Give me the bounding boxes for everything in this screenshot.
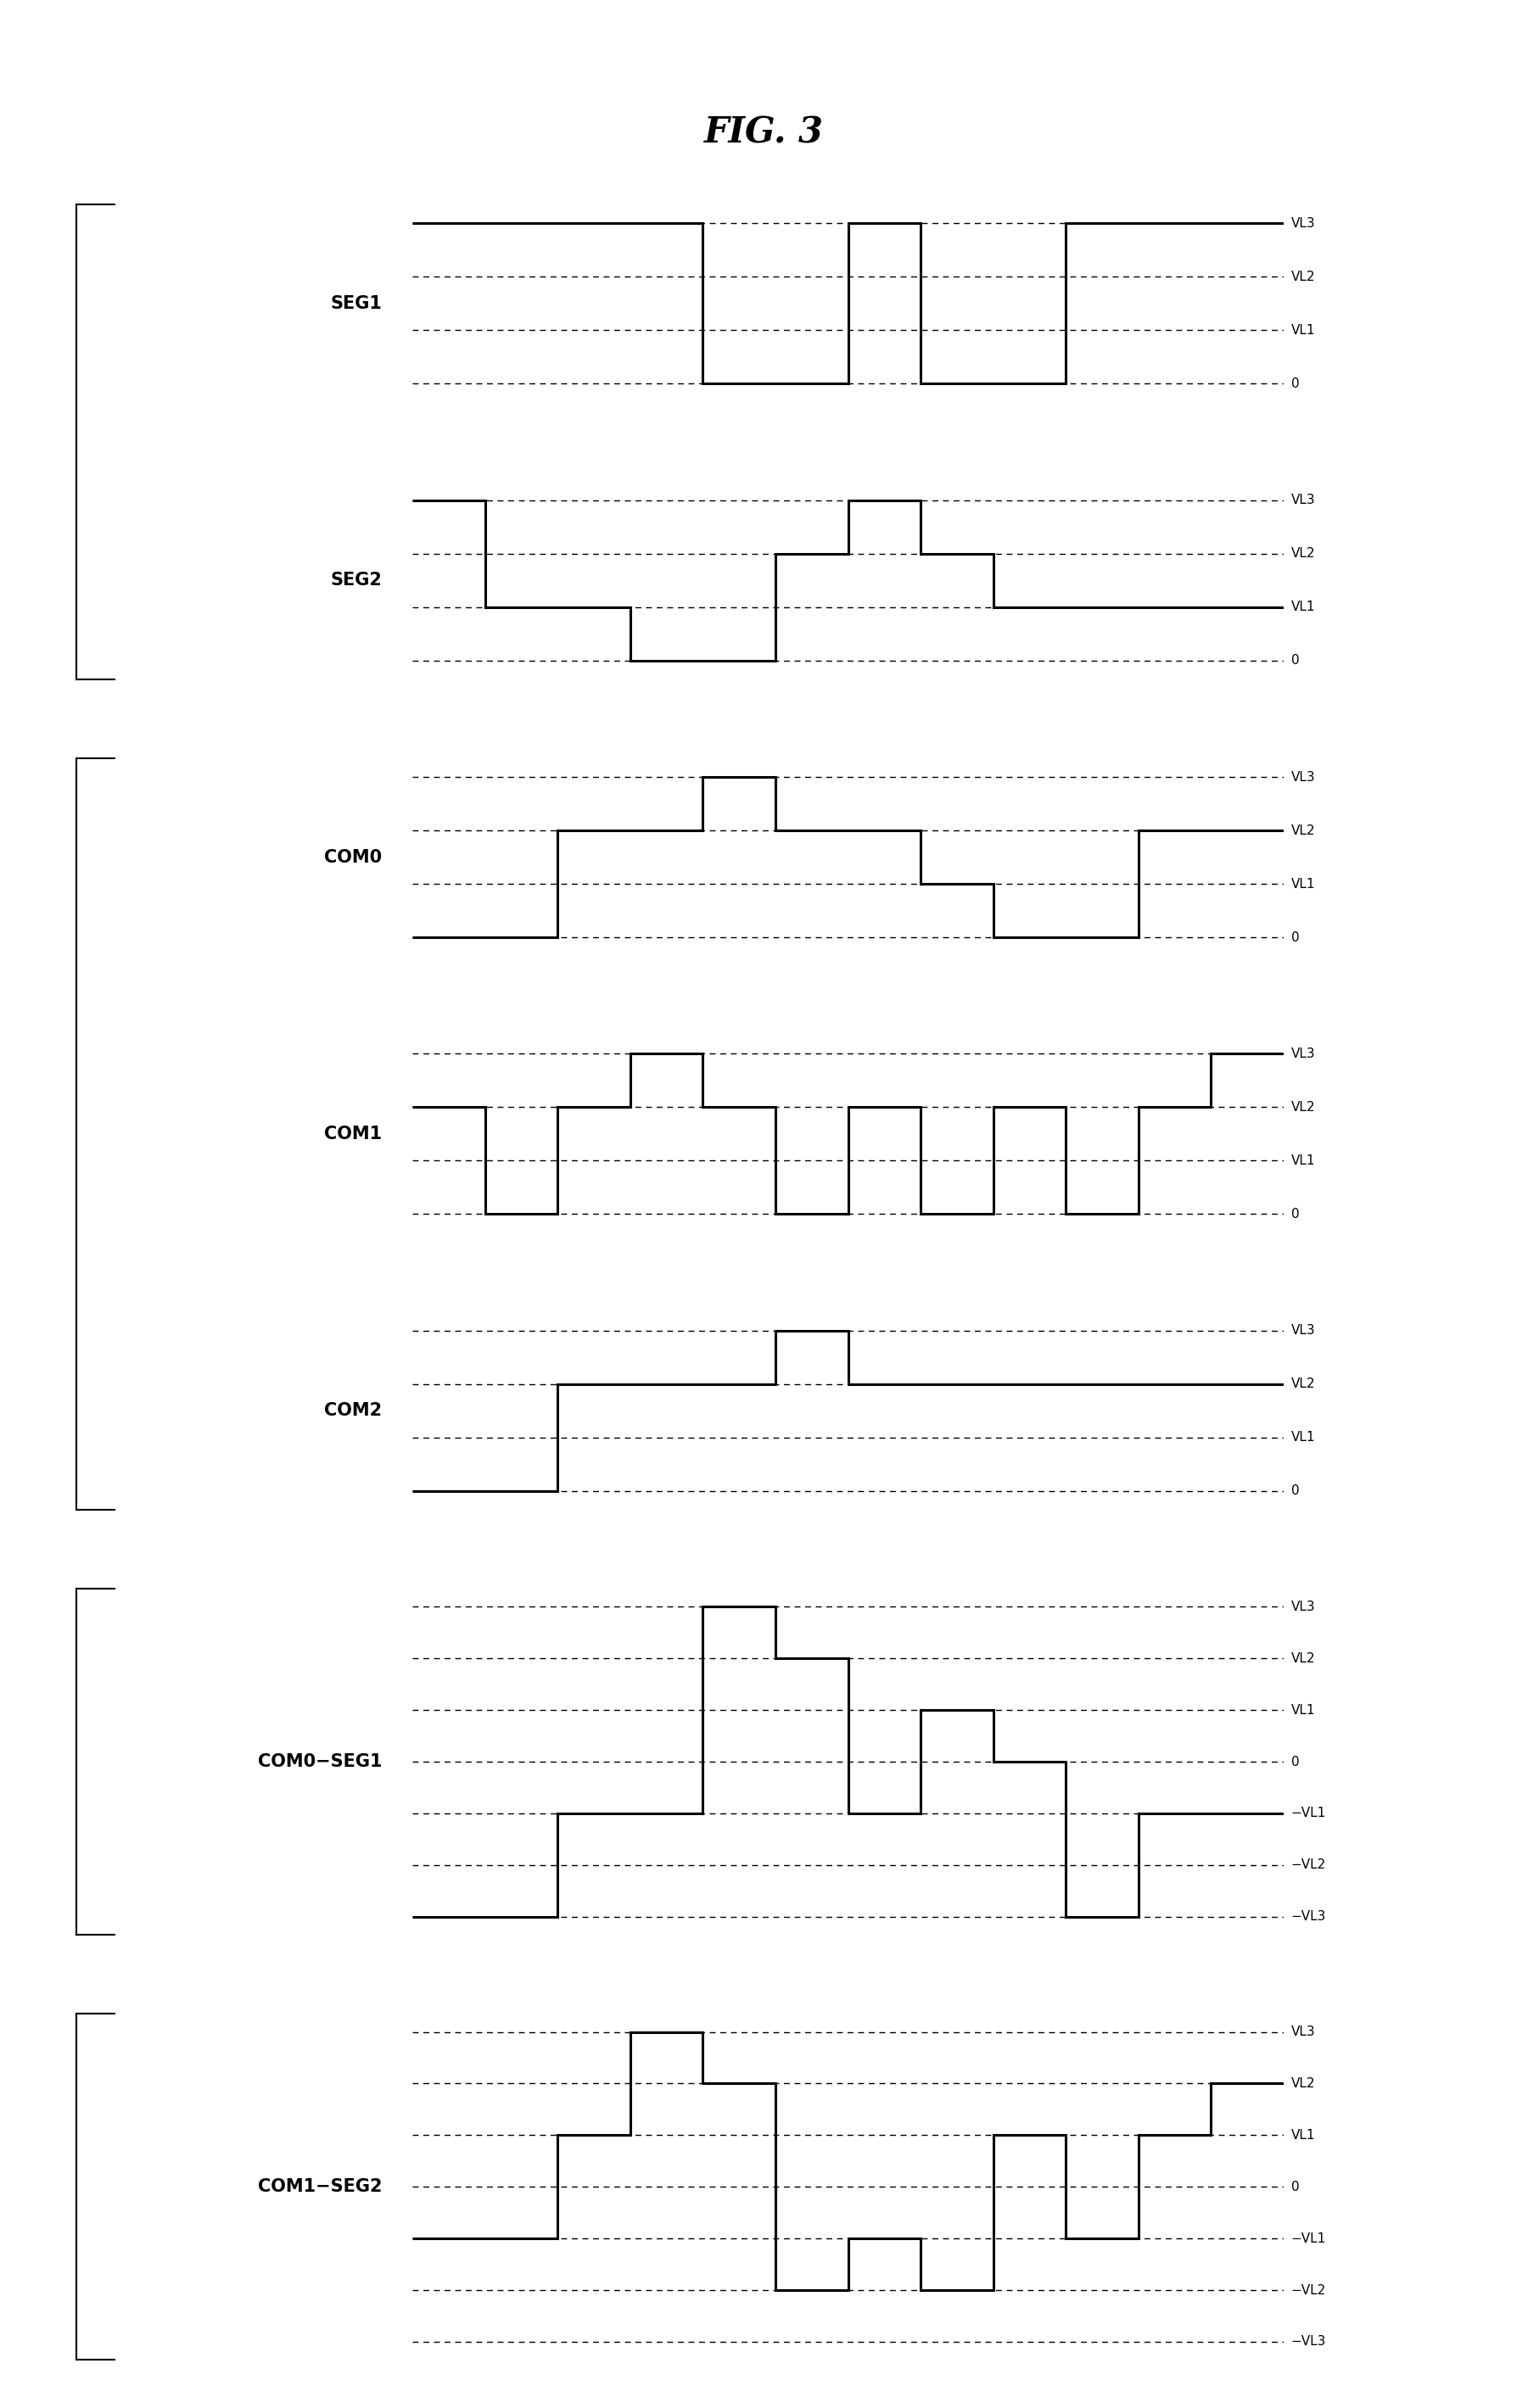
Text: VL3: VL3 — [1291, 1047, 1316, 1060]
Text: COM2: COM2 — [324, 1401, 382, 1418]
Text: VL2: VL2 — [1291, 547, 1316, 561]
Text: VL2: VL2 — [1291, 2078, 1316, 2090]
Text: VL1: VL1 — [1291, 2129, 1316, 2141]
Text: SEG2: SEG2 — [330, 571, 382, 590]
Text: −VL3: −VL3 — [1291, 1910, 1326, 1924]
Text: VL3: VL3 — [1291, 771, 1316, 783]
Text: 0: 0 — [1291, 932, 1299, 944]
Text: VL2: VL2 — [1291, 1652, 1316, 1664]
Text: 0: 0 — [1291, 378, 1299, 390]
Text: −VL3: −VL3 — [1291, 2336, 1326, 2348]
Text: −VL2: −VL2 — [1291, 2283, 1326, 2297]
Text: VL2: VL2 — [1291, 824, 1316, 838]
Text: COM1: COM1 — [324, 1125, 382, 1141]
Text: VL1: VL1 — [1291, 600, 1316, 614]
Text: VL3: VL3 — [1291, 1324, 1316, 1336]
Text: −VL2: −VL2 — [1291, 1859, 1326, 1871]
Text: VL1: VL1 — [1291, 325, 1316, 337]
Text: −VL1: −VL1 — [1291, 2232, 1326, 2244]
Text: 0: 0 — [1291, 655, 1299, 667]
Text: VL2: VL2 — [1291, 270, 1316, 284]
Text: VL1: VL1 — [1291, 1705, 1316, 1717]
Text: VL3: VL3 — [1291, 217, 1316, 229]
Text: VL3: VL3 — [1291, 494, 1316, 506]
Text: SEG1: SEG1 — [330, 296, 382, 313]
Text: VL1: VL1 — [1291, 1430, 1316, 1445]
Text: FIG. 3: FIG. 3 — [704, 116, 824, 152]
Text: 0: 0 — [1291, 2182, 1299, 2194]
Text: COM0: COM0 — [324, 848, 382, 864]
Text: VL2: VL2 — [1291, 1377, 1316, 1389]
Text: 0: 0 — [1291, 1486, 1299, 1498]
Text: VL1: VL1 — [1291, 877, 1316, 891]
Text: VL3: VL3 — [1291, 2025, 1316, 2037]
Text: −VL1: −VL1 — [1291, 1806, 1326, 1820]
Text: COM1−SEG2: COM1−SEG2 — [258, 2179, 382, 2196]
Text: VL1: VL1 — [1291, 1153, 1316, 1168]
Text: COM0−SEG1: COM0−SEG1 — [258, 1753, 382, 1770]
Text: 0: 0 — [1291, 1209, 1299, 1221]
Text: 0: 0 — [1291, 1755, 1299, 1767]
Text: VL2: VL2 — [1291, 1100, 1316, 1112]
Text: VL3: VL3 — [1291, 1601, 1316, 1613]
